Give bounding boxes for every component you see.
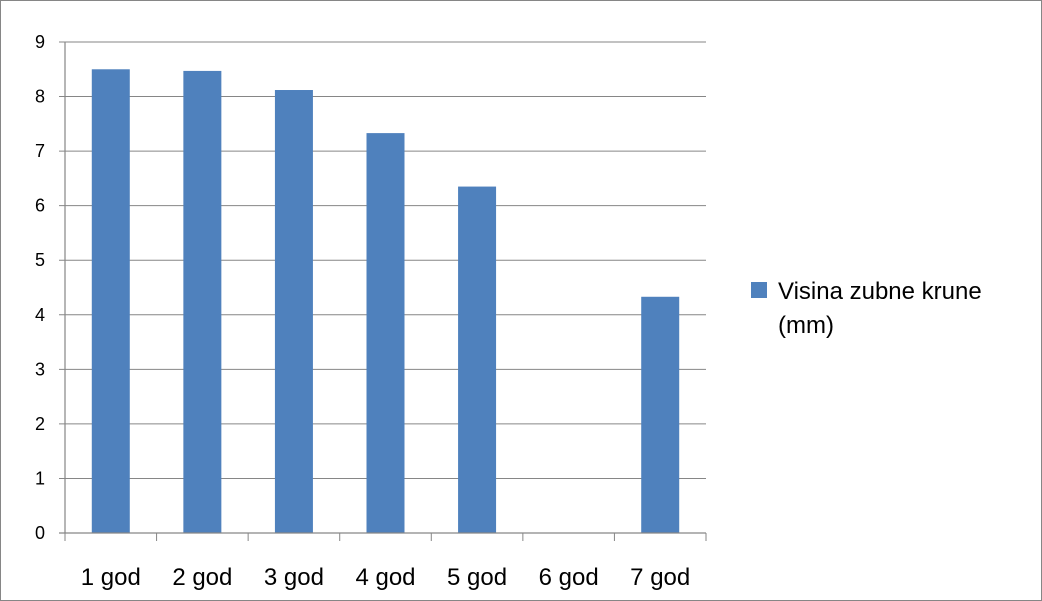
x-tick-label: 4 god	[355, 564, 415, 591]
y-tick-label: 8	[35, 87, 45, 107]
legend: Visina zubne krune (mm)	[751, 278, 982, 339]
bar-2-god	[183, 70, 222, 534]
legend-label-line-2: (mm)	[778, 312, 834, 339]
bars	[91, 69, 680, 534]
y-tick-label: 4	[35, 305, 45, 325]
y-tick-labels: 0 1 2 3 4 5 6 7 8 9	[35, 32, 45, 543]
bar-7-god	[641, 296, 680, 533]
x-tick-label: 7 god	[630, 564, 690, 591]
bar-3-god	[274, 90, 313, 534]
y-tick-label: 5	[35, 250, 45, 270]
x-tick-labels: 1 god 2 god 3 god 4 god 5 god 6 god 7 god	[81, 564, 690, 591]
y-tick-label: 0	[35, 523, 45, 543]
y-tick-label: 9	[35, 32, 45, 52]
y-tick-label: 7	[35, 141, 45, 161]
x-tick-label: 1 god	[81, 564, 141, 591]
bar-5-god	[458, 186, 497, 534]
x-tick-label: 5 god	[447, 564, 507, 591]
legend-label-line-1: Visina zubne krune	[778, 278, 982, 305]
axes	[59, 42, 707, 541]
y-tick-label: 1	[35, 468, 45, 488]
bar-1-god	[91, 69, 130, 534]
x-tick-label: 2 god	[172, 564, 232, 591]
x-tick-label: 6 god	[539, 564, 599, 591]
y-tick-label: 6	[35, 196, 45, 216]
y-tick-label: 3	[35, 359, 45, 379]
legend-swatch	[751, 282, 767, 298]
y-tick-label: 2	[35, 414, 45, 434]
bar-4-god	[366, 133, 405, 533]
x-tick-label: 3 god	[264, 564, 324, 591]
